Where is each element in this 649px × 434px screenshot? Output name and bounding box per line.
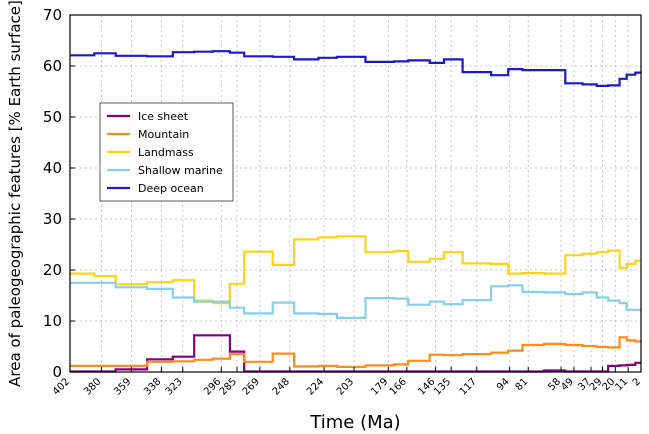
x-tick-label: 285 bbox=[218, 376, 239, 397]
x-tick-label: 269 bbox=[241, 376, 262, 397]
y-tick-label: 0 bbox=[52, 363, 62, 381]
x-tick-label: 117 bbox=[458, 376, 479, 397]
x-tick-label: 380 bbox=[82, 376, 103, 397]
y-tick-label: 40 bbox=[43, 159, 62, 177]
y-axis-ticks: 0 10 20 30 40 50 60 70 bbox=[43, 6, 75, 381]
y-tick-label: 70 bbox=[43, 6, 62, 24]
x-tick-label: 166 bbox=[388, 376, 409, 397]
y-axis-label: Area of paleogeographic features [% Eart… bbox=[6, 0, 24, 387]
legend-entry: Ice sheet bbox=[138, 110, 189, 123]
y-tick-label: 20 bbox=[43, 261, 62, 279]
x-axis-label: Time (Ma) bbox=[309, 412, 400, 433]
x-tick-label: 2 bbox=[631, 376, 643, 388]
legend: Ice sheet Mountain Landmass Shallow marine D… bbox=[99, 102, 234, 202]
y-tick-label: 50 bbox=[43, 108, 62, 126]
x-tick-label: 94 bbox=[495, 376, 512, 393]
x-tick-label: 359 bbox=[112, 376, 133, 397]
x-tick-label: 49 bbox=[559, 376, 576, 393]
x-tick-label: 81 bbox=[514, 376, 531, 393]
y-tick-label: 60 bbox=[43, 57, 62, 75]
x-tick-label: 248 bbox=[271, 376, 292, 397]
series-line-shallow-marine bbox=[70, 281, 641, 319]
x-tick-label: 179 bbox=[369, 376, 390, 397]
x-tick-label: 135 bbox=[432, 376, 453, 397]
plot-frame bbox=[69, 14, 642, 373]
series-line-mountain bbox=[70, 336, 641, 368]
x-tick-label: 224 bbox=[305, 376, 326, 397]
x-tick-label: 323 bbox=[164, 376, 185, 397]
x-tick-label: 11 bbox=[613, 376, 630, 393]
y-tick-label: 10 bbox=[43, 312, 62, 330]
legend-entry: Mountain bbox=[138, 128, 189, 141]
x-tick-label: 338 bbox=[142, 376, 163, 397]
legend-entry: Shallow marine bbox=[138, 164, 223, 177]
x-tick-label: 203 bbox=[335, 376, 356, 397]
series-line-deep-ocean bbox=[70, 50, 641, 87]
legend-entry: Landmass bbox=[138, 146, 194, 159]
series-lines bbox=[70, 50, 641, 373]
y-tick-label: 30 bbox=[43, 210, 62, 228]
legend-entry: Deep ocean bbox=[138, 182, 204, 195]
